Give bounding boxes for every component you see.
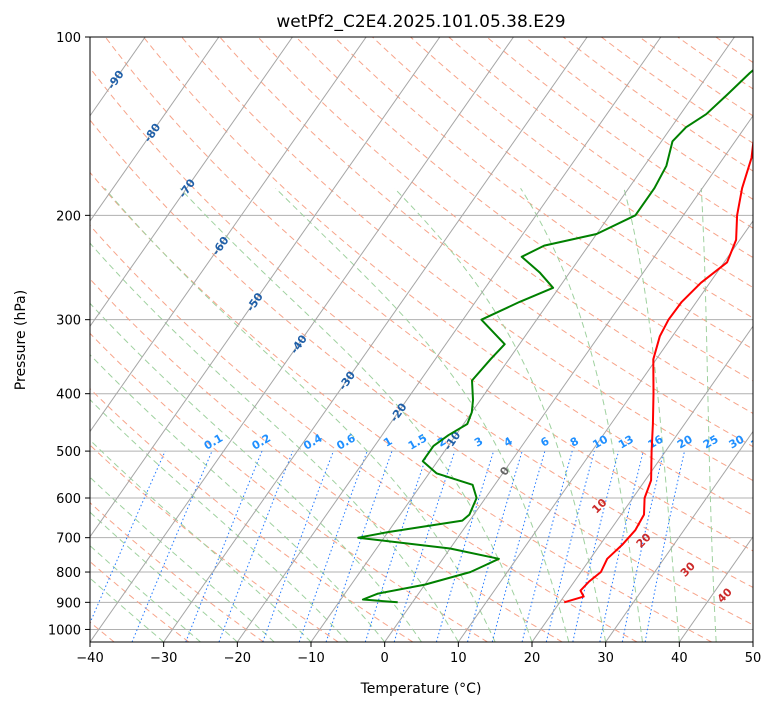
moist-adiabat xyxy=(700,188,717,642)
dry-adiabat xyxy=(90,67,753,588)
dry-adiabat xyxy=(90,119,753,626)
dry-adiabat xyxy=(90,278,563,642)
pressure-gridlines xyxy=(90,37,753,630)
skewed-isotherm xyxy=(605,430,753,642)
mixing-ratio-line xyxy=(325,450,393,642)
x-tick-label: −10 xyxy=(297,651,324,666)
moist-adiabats xyxy=(90,187,717,642)
x-axis-label: Temperature (°C) xyxy=(360,681,482,697)
dry-adiabat xyxy=(104,37,753,552)
dewpoint-profile xyxy=(357,69,753,604)
plot-frame xyxy=(89,36,754,643)
dry-adiabat xyxy=(219,37,753,448)
y-tick-label: 300 xyxy=(56,314,81,329)
axes: −40 −30 −20 −10 0 10 20 30 40 50 100 200 300 400 500 60… xyxy=(48,31,761,666)
skewed-isotherm xyxy=(90,37,514,642)
skewed-isotherm xyxy=(163,37,588,642)
mixing-ratio-line xyxy=(262,450,334,642)
x-tick-label: 10 xyxy=(450,651,467,666)
mixing-ratio-line xyxy=(364,450,429,642)
mixing-ratio-line xyxy=(435,450,495,642)
y-tick-label: 600 xyxy=(56,492,81,507)
chart-title: wetPf2_C2E4.2025.101.05.38.E29 xyxy=(276,12,565,32)
moist-adiabat xyxy=(90,399,349,642)
y-tick-label: 900 xyxy=(56,596,81,611)
skewed-isotherm xyxy=(90,37,220,222)
mixing-ratio-line xyxy=(298,450,368,642)
y-tick-label: 100 xyxy=(56,31,81,46)
x-tick-label: 50 xyxy=(745,651,762,666)
skewed-isotherm xyxy=(90,37,293,328)
mixing-ratio-line xyxy=(572,450,620,642)
dry-adiabat xyxy=(143,37,753,516)
skewed-isotherm xyxy=(531,325,753,642)
skewed-isotherm xyxy=(457,220,753,642)
x-tick-label: 0 xyxy=(381,651,389,666)
y-tick-label: 1000 xyxy=(48,623,81,638)
mixing-ratio-line xyxy=(131,450,213,642)
skewed-isotherm xyxy=(678,535,753,642)
dry-adiabat xyxy=(90,224,638,642)
moist-adiabat xyxy=(179,187,533,642)
y-tick-label: 200 xyxy=(56,209,81,224)
dry-adiabat xyxy=(257,37,753,414)
x-tick-label: −30 xyxy=(150,651,177,666)
dry-adiabat xyxy=(90,171,712,642)
moist-adiabat xyxy=(104,187,496,642)
x-tick-label: 30 xyxy=(597,651,614,666)
mixing-ratio-line xyxy=(521,450,573,642)
moist-adiabat xyxy=(90,302,422,642)
mixing-ratio-line xyxy=(599,450,644,642)
y-axis-label: Pressure (hPa) xyxy=(13,290,29,390)
skewed-isotherm xyxy=(236,37,662,642)
profile-series xyxy=(357,69,753,604)
temperature-profile xyxy=(563,136,753,604)
dry-adiabat xyxy=(90,332,488,642)
y-tick-label: 700 xyxy=(56,532,81,547)
skewed-isotherm xyxy=(90,37,367,433)
moist-adiabat xyxy=(623,188,680,642)
dry-adiabat xyxy=(295,37,753,382)
mixing-ratio-line xyxy=(90,450,166,625)
x-tick-label: −20 xyxy=(224,651,251,666)
skewed-isotherm xyxy=(90,37,441,538)
dry-adiabat xyxy=(90,502,264,642)
x-tick-label: 40 xyxy=(671,651,688,666)
moist-adiabat xyxy=(90,354,386,642)
dry-adiabat xyxy=(410,37,753,289)
skewed-isotherms xyxy=(90,37,753,642)
mixing-ratio-label: 36 xyxy=(749,432,769,451)
moist-adiabat xyxy=(90,242,459,642)
mixing-ratio-line xyxy=(218,450,294,642)
y-tick-label: 800 xyxy=(56,566,81,581)
skewed-isotherm xyxy=(384,114,753,642)
moist-adiabat xyxy=(393,187,607,642)
x-tick-label: −40 xyxy=(76,651,103,666)
y-tick-label: 500 xyxy=(56,445,81,460)
mixing-ratio-line xyxy=(185,450,263,642)
moist-adiabat xyxy=(275,187,570,642)
y-tick-label: 400 xyxy=(56,388,81,403)
moist-adiabat xyxy=(90,439,312,642)
mixing-ratio-line xyxy=(545,450,595,642)
x-tick-label: 20 xyxy=(524,651,541,666)
